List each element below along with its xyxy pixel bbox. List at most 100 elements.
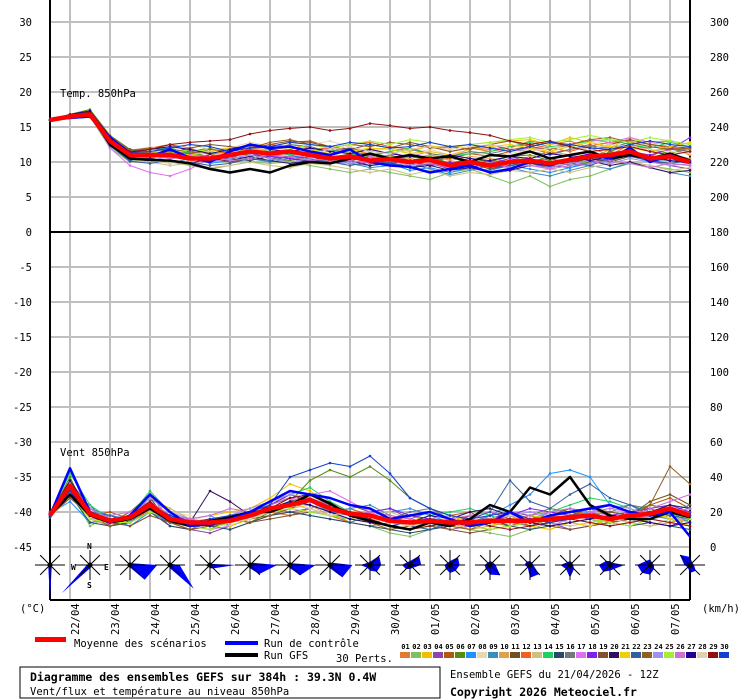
wind-control-line: [48, 467, 691, 538]
temp-pert-28-point: [608, 143, 612, 146]
temp-pert-27-point: [188, 148, 192, 151]
temp-pert-29-point: [488, 134, 492, 137]
legend-pert-label: 12: [522, 643, 530, 651]
wind-rose-center: [607, 562, 613, 568]
wind-pert-19-point: [468, 531, 472, 535]
temp-pert-13-point: [328, 164, 332, 167]
y-left-tick-label: -35: [13, 472, 32, 484]
wind-pert-23-point: [108, 524, 112, 528]
wind-pert-15-point: [328, 517, 332, 521]
temp-pert-25-point: [588, 134, 592, 137]
temp-pert-20-point: [428, 164, 432, 167]
legend-pert-swatch: [444, 652, 454, 658]
wind-pert-03-point: [268, 496, 272, 500]
wind-pert-02-point: [408, 535, 412, 538]
temp-pert-29-point: [328, 129, 332, 132]
wind-rose: [235, 550, 278, 580]
wind-pert-30-point: [348, 465, 352, 468]
wind-pert-27-point: [668, 524, 672, 528]
wind-pert-30-point: [268, 503, 272, 507]
legend-pert-swatch: [488, 652, 498, 658]
legend-pert-label: 03: [423, 643, 431, 651]
wind-rose: [475, 550, 505, 580]
temp-pert-26-point: [528, 164, 532, 167]
legend-gfs-label: Run GFS: [264, 650, 308, 662]
y-left-tick-label: -40: [13, 507, 32, 519]
wind-pert-25-point: [608, 521, 612, 524]
wind-pert-17-point: [128, 510, 132, 514]
temp-pert-28-point: [648, 148, 652, 151]
wind-pert-25-point: [308, 510, 312, 514]
x-tick-label: 23/04: [110, 603, 122, 635]
wind-panel-label: Vent 850hPa: [60, 447, 130, 459]
wind-pert-26-point: [228, 507, 232, 510]
temp-pert-14-point: [468, 152, 472, 155]
wind-pert-27-point: [648, 521, 652, 524]
temp-pert-16-point: [568, 148, 572, 151]
temp-pert-07-point: [528, 167, 532, 171]
wind-pert-23-point: [688, 482, 692, 486]
legend-pert-swatch: [653, 652, 663, 658]
wind-rose-center: [367, 562, 373, 568]
temp-pert-19-point: [448, 150, 452, 153]
wind-pert-25-point: [508, 524, 512, 528]
wind-rose: N E S W: [61, 542, 109, 594]
wind-rose: [195, 550, 236, 580]
wind-pert-26-point: [388, 514, 392, 517]
temp-pert-13-point: [268, 164, 272, 167]
y-right-tick-label: 140: [710, 297, 729, 309]
temp-pert-13-point: [228, 164, 232, 167]
y-left-tick-label: -30: [13, 437, 32, 449]
wind-rose: [275, 550, 316, 580]
temp-pert-29-point: [268, 129, 272, 132]
temp-pert-29-point: [568, 145, 572, 148]
wind-pert-14-point: [448, 510, 452, 514]
wind-pert-06-point: [308, 479, 312, 482]
copyright: Copyright 2026 Meteociel.fr: [450, 685, 637, 699]
wind-pert-15-point: [228, 528, 232, 531]
temp-pert-25-point: [408, 138, 412, 141]
temp-pert-19-point: [648, 143, 652, 146]
wind-pert-15-point: [308, 514, 312, 517]
wind-pert-14-point: [308, 486, 312, 489]
compass-label-s: S: [87, 581, 92, 590]
temp-pert-13-point: [348, 167, 352, 171]
wind-pert-21-point: [588, 524, 592, 528]
x-tick-label: 29/04: [350, 603, 362, 635]
wind-pert-14-point: [588, 496, 592, 500]
wind-pert-29-point: [148, 500, 152, 503]
temp-pert-28-point: [368, 150, 372, 153]
wind-pert-17-point: [348, 500, 352, 503]
temp-pert-10-point: [488, 157, 492, 160]
temp-pert-09-point: [468, 169, 472, 172]
y-left-tick-label: 15: [19, 122, 32, 134]
wind-pert-30-point: [368, 454, 372, 458]
wind-pert-02-point: [508, 535, 512, 538]
temp-pert-30-point: [648, 139, 652, 143]
temp-panel-label: Temp. 850hPa: [60, 88, 136, 100]
y-left-tick-label: -25: [13, 402, 32, 414]
temp-pert-25-point: [648, 136, 652, 139]
wind-pert-27-point: [588, 517, 592, 521]
wind-pert-11-point: [648, 500, 652, 503]
temp-pert-10-point: [408, 157, 412, 160]
temp-pert-22-point: [208, 164, 212, 167]
legend-pert-swatch: [587, 652, 597, 658]
temp-pert-29-point: [228, 138, 232, 141]
run-info: Ensemble GEFS du 21/04/2026 - 12Z: [450, 669, 659, 681]
wind-pert-06-point: [388, 479, 392, 482]
wind-pert-22-point: [548, 507, 552, 510]
x-tick-label: 07/05: [670, 603, 682, 635]
temp-pert-18-point: [288, 157, 292, 160]
wind-pert-18-point: [528, 507, 532, 510]
legend-pert-label: 08: [478, 643, 486, 651]
legend-perturbations: 01 02 03 04 05 06 07 08 09 10 11 12 13 14 15 16 17 18 19 20…: [400, 643, 729, 658]
temp-pert-21-point: [608, 145, 612, 148]
wind-rose-shape: [327, 562, 353, 578]
y-left-tick-label: -15: [13, 332, 32, 344]
temp-pert-27-point: [548, 152, 552, 155]
wind-pert-27-point: [688, 521, 692, 524]
wind-pert-30-point: [428, 507, 432, 510]
wind-pert-29-point: [428, 524, 432, 528]
